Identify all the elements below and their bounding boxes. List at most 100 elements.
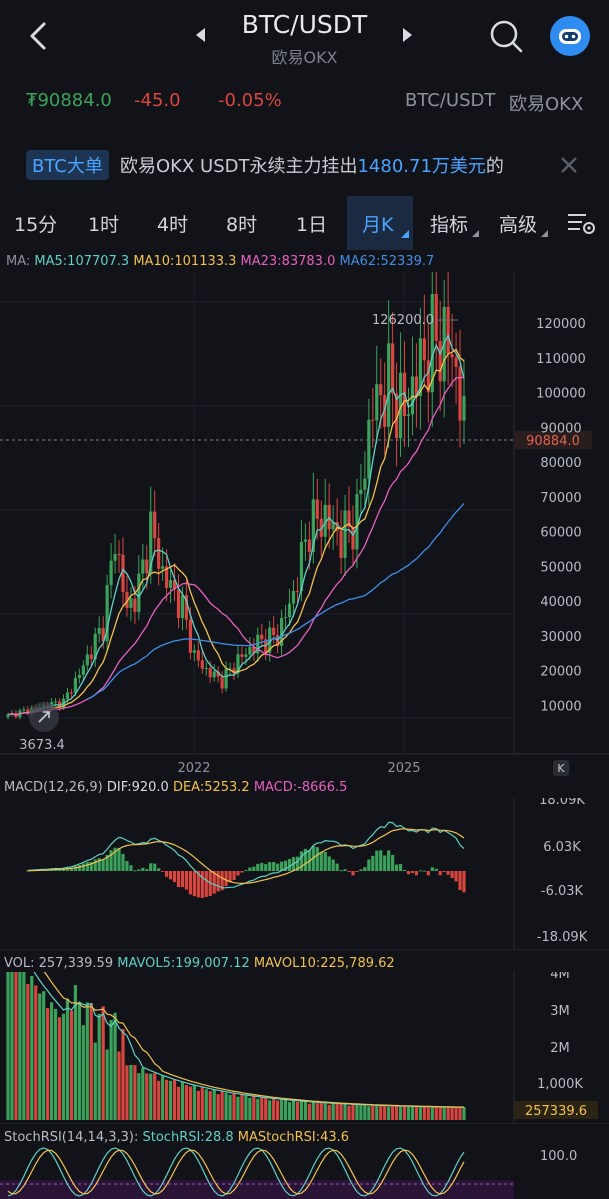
banner-suffix: 的 <box>485 156 504 177</box>
volume-bar <box>379 1105 383 1120</box>
candle-body <box>454 357 458 367</box>
previous-pair-arrow-icon[interactable] <box>196 28 205 42</box>
close-icon[interactable] <box>556 152 582 178</box>
macd-histogram-bar <box>422 870 426 872</box>
macd-histogram-bar <box>157 868 161 871</box>
candle-body <box>153 511 157 539</box>
page-title[interactable]: BTC/USDT <box>241 10 368 39</box>
tab-4h[interactable]: 4时 <box>157 214 189 236</box>
candle-body <box>351 526 355 550</box>
header-bar: BTC/USDT 欧易OKX <box>0 0 609 80</box>
macd-histogram-bar <box>121 853 125 871</box>
search-icon[interactable] <box>488 18 524 54</box>
candle-body <box>446 306 450 355</box>
macd-dea: DEA:5253.2 <box>172 780 250 795</box>
candle-body <box>200 660 204 669</box>
volume-bar <box>311 1101 315 1120</box>
candle-body <box>228 668 232 670</box>
robot-avatar-icon[interactable] <box>550 16 590 56</box>
macd-histogram-bar <box>430 867 434 871</box>
candle-body <box>53 701 58 703</box>
tab-indicators[interactable]: 指标 <box>430 214 469 236</box>
volume-bar <box>252 1095 256 1120</box>
current-price-tag-bg <box>514 431 592 449</box>
volume-bar <box>268 1100 272 1120</box>
volume-bar <box>335 1103 339 1120</box>
volume-bar <box>363 1104 367 1120</box>
macd-histogram-bar <box>414 871 419 876</box>
volume-bar <box>141 1068 145 1120</box>
scroll-to-latest-button[interactable] <box>553 760 569 776</box>
volume-bar <box>192 1084 196 1120</box>
volume-bar <box>137 1073 141 1120</box>
macd-histogram-bar <box>180 871 185 888</box>
volume-bar <box>248 1097 252 1120</box>
y-tick-label: 110000 <box>536 352 586 367</box>
volume-bar <box>65 998 70 1120</box>
volume-bar <box>208 1091 212 1120</box>
ma-legend: MA: MA5:107707.3 MA10:101133.3 MA23:8378… <box>6 254 434 269</box>
macd-histogram-bar <box>244 870 248 872</box>
tab-1d[interactable]: 1日 <box>296 214 328 236</box>
macd-histogram-bar <box>117 847 121 871</box>
candle-body <box>335 521 339 531</box>
price-change: -45.0 <box>134 90 181 111</box>
volume-bar <box>287 1102 292 1120</box>
arrow-up-right-icon <box>38 711 51 723</box>
pair-label: BTC/USDT <box>405 90 496 111</box>
chart-settings-icon[interactable] <box>566 211 596 237</box>
volume-bar <box>295 1101 300 1120</box>
tab-1h[interactable]: 1时 <box>88 214 120 236</box>
volume-bar <box>57 1017 62 1120</box>
candle-body <box>418 338 422 396</box>
volume-y-tick: 4M <box>550 972 570 982</box>
volume-bar <box>414 1106 419 1120</box>
candle-body <box>343 510 347 559</box>
macd-histogram-bar <box>109 850 113 871</box>
volume-y-tick: 2M <box>550 1041 570 1056</box>
volume-bar <box>367 1106 371 1120</box>
candle-body <box>184 595 189 620</box>
volume-bar <box>69 1010 74 1120</box>
candle-body <box>129 598 133 608</box>
macd-histogram-bar <box>73 866 78 871</box>
macd-histogram-bar <box>323 851 327 871</box>
macd-histogram-bar <box>212 871 216 894</box>
macd-histogram-bar <box>418 870 422 872</box>
volume-bar <box>442 1106 446 1120</box>
tab-8h[interactable]: 8时 <box>226 214 258 236</box>
candle-body <box>85 654 89 666</box>
y-tick-label: 40000 <box>540 595 581 610</box>
price-chart[interactable]: 90884.0 126200.0 3673.4 2022 2025 K 1200… <box>0 272 609 780</box>
macd-histogram-bar <box>343 869 347 871</box>
macd-histogram-bar <box>383 855 387 871</box>
ma23-line <box>7 376 465 716</box>
chevron-left-icon[interactable] <box>22 18 58 54</box>
tab-monthly[interactable]: 月K <box>362 214 394 236</box>
volume-bar <box>93 1042 97 1120</box>
macd-histogram-bar <box>367 859 371 871</box>
dropdown-corner-icon <box>401 230 409 238</box>
candle-body <box>299 541 304 592</box>
volume-bar <box>406 1106 411 1120</box>
macd-histogram-bar <box>335 863 339 871</box>
y-tick-label: 30000 <box>540 630 581 645</box>
dropdown-corner-icon <box>472 230 479 237</box>
next-pair-arrow-icon[interactable] <box>403 28 412 42</box>
volume-bar <box>129 1064 133 1120</box>
candle-body <box>315 499 319 519</box>
candle-body <box>172 580 177 590</box>
stochrsi-value: StochRSI:28.8 <box>142 1130 234 1145</box>
candle-body <box>458 366 462 421</box>
macd-histogram-bar <box>458 871 462 891</box>
macd-dif: DIF:920.0 <box>106 780 169 795</box>
candle-body <box>26 709 30 714</box>
volume-bar <box>244 1095 248 1120</box>
ma-prefix: MA: <box>6 254 31 269</box>
volume-bar <box>347 1105 351 1120</box>
tab-15m[interactable]: 15分 <box>14 214 58 236</box>
tab-advanced[interactable]: 高级 <box>499 214 538 236</box>
macd-chart: 18.09K 6.03K -6.03K -18.09K <box>0 798 609 950</box>
big-order-banner[interactable]: BTC大单 欧易OKX USDT永续主力挂出1480.71万美元的 <box>0 148 609 184</box>
volume-bar <box>153 1073 157 1120</box>
